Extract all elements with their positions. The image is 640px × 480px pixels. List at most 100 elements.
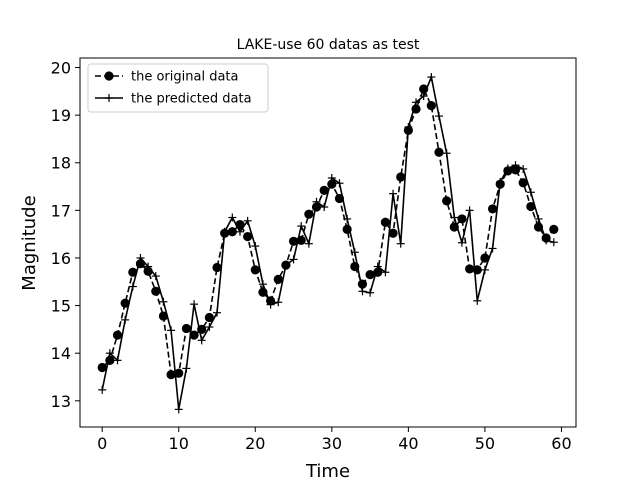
data-point-original bbox=[526, 201, 536, 212]
data-point-predicted bbox=[412, 98, 421, 107]
data-point-predicted bbox=[167, 326, 176, 335]
data-point-original bbox=[158, 311, 169, 321]
data-point-original bbox=[442, 196, 452, 206]
data-point-predicted bbox=[534, 214, 543, 223]
data-point-predicted bbox=[98, 385, 107, 394]
data-point-predicted bbox=[381, 268, 390, 277]
data-point-predicted bbox=[457, 238, 466, 247]
data-point-original bbox=[380, 217, 391, 227]
data-point-original bbox=[273, 274, 283, 284]
data-point-predicted bbox=[511, 161, 520, 170]
y-tick-label: 20 bbox=[51, 59, 71, 78]
data-point-predicted bbox=[366, 288, 375, 297]
data-point-predicted bbox=[519, 164, 528, 173]
data-point-predicted bbox=[496, 177, 505, 186]
data-point-original bbox=[120, 298, 130, 308]
data-point-predicted bbox=[434, 112, 443, 121]
legend-marker-circle bbox=[104, 71, 114, 81]
data-point-predicted bbox=[480, 265, 489, 274]
data-point-predicted bbox=[174, 405, 183, 414]
data-point-original bbox=[480, 253, 490, 263]
data-point-original bbox=[457, 214, 467, 224]
data-point-predicted bbox=[205, 323, 214, 332]
data-point-predicted bbox=[182, 364, 191, 373]
data-point-predicted bbox=[121, 315, 130, 324]
legend-label-1: the original data bbox=[131, 70, 238, 85]
data-point-original bbox=[465, 264, 475, 274]
data-point-original bbox=[227, 227, 237, 237]
y-tick-label: 19 bbox=[51, 106, 71, 125]
data-point-predicted bbox=[373, 262, 382, 271]
data-point-original bbox=[365, 270, 375, 280]
data-point-predicted bbox=[144, 262, 153, 271]
data-point-original bbox=[510, 165, 521, 175]
y-axis-label: Magnitude bbox=[19, 195, 40, 290]
data-point-predicted bbox=[113, 356, 122, 365]
y-tick-label: 17 bbox=[51, 201, 71, 220]
data-point-predicted bbox=[243, 216, 252, 225]
x-tick-label: 40 bbox=[398, 434, 418, 453]
data-point-predicted bbox=[503, 164, 512, 173]
data-point-predicted bbox=[128, 282, 137, 291]
data-point-predicted bbox=[274, 298, 283, 307]
data-point-predicted bbox=[473, 296, 482, 305]
data-point-predicted bbox=[450, 213, 459, 222]
x-axis-ticks: 0 10 20 30 40 50 60 bbox=[97, 427, 572, 453]
data-point-original bbox=[388, 228, 398, 238]
x-tick-label: 0 bbox=[97, 434, 107, 453]
legend: the original data the predicted data bbox=[87, 63, 269, 113]
x-tick-label: 50 bbox=[475, 434, 495, 453]
data-point-original bbox=[288, 236, 299, 246]
data-point-predicted bbox=[235, 227, 244, 236]
data-point-original bbox=[250, 265, 260, 275]
chart-title: LAKE-use 60 datas as test bbox=[237, 37, 420, 53]
data-point-original bbox=[204, 312, 214, 323]
data-point-original bbox=[151, 286, 161, 296]
data-point-original bbox=[549, 224, 559, 235]
data-point-predicted bbox=[258, 280, 267, 289]
plot-area-frame bbox=[79, 57, 577, 428]
data-point-original bbox=[487, 204, 498, 214]
series-layer bbox=[97, 73, 559, 414]
data-point-predicted bbox=[190, 300, 199, 309]
data-point-predicted bbox=[197, 336, 206, 345]
y-tick-label: 13 bbox=[51, 392, 71, 411]
data-point-original bbox=[181, 323, 191, 334]
data-point-predicted bbox=[251, 242, 260, 251]
data-point-predicted bbox=[105, 349, 114, 358]
x-tick-label: 10 bbox=[169, 434, 189, 453]
legend-label-2: the predicted data bbox=[131, 92, 252, 107]
data-point-original bbox=[212, 262, 222, 273]
data-point-original bbox=[128, 267, 138, 277]
data-point-predicted bbox=[220, 227, 229, 236]
y-tick-label: 15 bbox=[51, 297, 71, 316]
data-point-original bbox=[426, 101, 436, 111]
data-point-predicted bbox=[465, 206, 474, 215]
y-tick-label: 14 bbox=[51, 344, 71, 363]
data-point-original bbox=[304, 209, 314, 219]
data-point-predicted bbox=[389, 189, 398, 198]
y-tick-label: 16 bbox=[51, 249, 71, 268]
series-line-2 bbox=[101, 74, 554, 410]
data-point-original bbox=[311, 202, 322, 212]
data-point-predicted bbox=[526, 188, 535, 197]
data-point-predicted bbox=[266, 300, 275, 309]
data-point-predicted bbox=[281, 261, 290, 270]
data-point-predicted bbox=[320, 203, 329, 212]
data-point-predicted bbox=[358, 287, 367, 296]
data-point-predicted bbox=[396, 239, 405, 248]
data-point-predicted bbox=[213, 308, 222, 317]
data-point-predicted bbox=[542, 236, 551, 245]
data-point-predicted bbox=[297, 222, 306, 231]
data-point-original bbox=[112, 330, 123, 340]
data-point-predicted bbox=[442, 149, 451, 158]
x-axis-label: Time bbox=[305, 461, 350, 480]
data-point-predicted bbox=[419, 92, 428, 101]
data-point-original bbox=[396, 172, 406, 182]
legend-marker-plus bbox=[105, 94, 113, 102]
legend-box bbox=[87, 63, 269, 113]
data-point-predicted bbox=[312, 197, 321, 206]
data-point-original bbox=[243, 231, 253, 242]
y-axis-ticks: 13 14 15 16 17 18 19 20 bbox=[51, 59, 80, 411]
